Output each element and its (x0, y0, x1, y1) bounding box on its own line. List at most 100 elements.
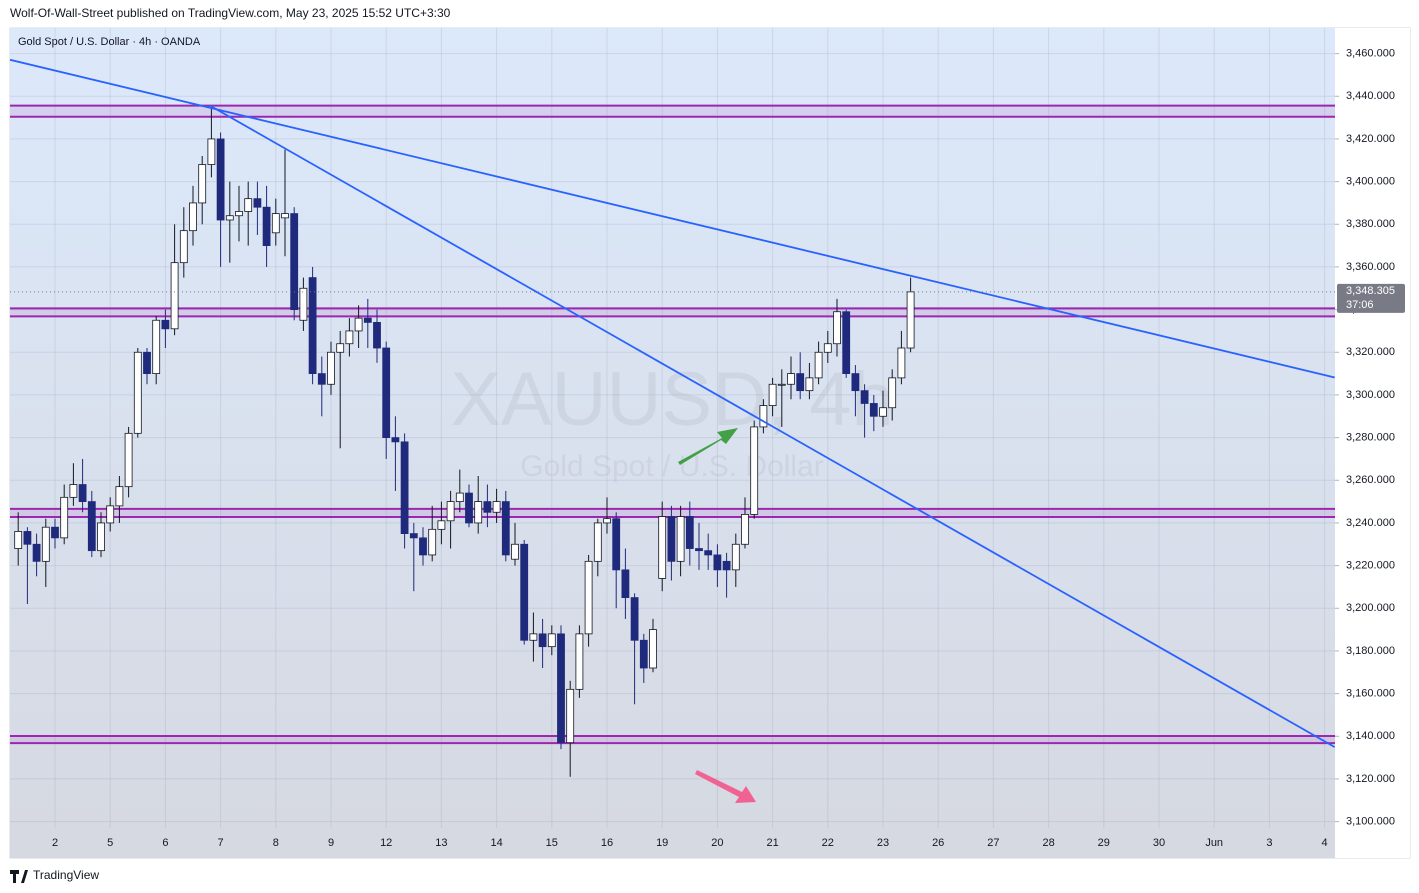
candle-body (851, 373, 860, 392)
candle-body (143, 351, 151, 374)
candle-body (704, 550, 713, 556)
candle-body (814, 351, 823, 379)
candle-body (593, 522, 602, 562)
last-price-label: 3,348.305 (1346, 285, 1395, 297)
y-tick-label: 3,280.000 (1346, 432, 1395, 444)
candle-body (198, 164, 207, 204)
x-tick-label: 9 (328, 837, 334, 849)
pink-arrow (695, 770, 756, 803)
x-tick-label: 7 (218, 837, 224, 849)
candle-body (106, 505, 115, 524)
candle-body (557, 633, 565, 744)
candle-body (575, 633, 584, 690)
y-tick-label: 3,420.000 (1346, 133, 1395, 145)
candle-body (281, 213, 289, 219)
candle-body (520, 543, 529, 641)
candle-body (60, 496, 69, 539)
x-axis-background (10, 828, 1335, 858)
candle-body (649, 629, 657, 669)
x-tick-label: Jun (1205, 837, 1223, 849)
candle-body (511, 543, 519, 560)
y-axis-background (1335, 28, 1410, 858)
candle-body (271, 213, 280, 234)
x-tick-label: 22 (822, 837, 834, 849)
y-tick-label: 3,400.000 (1346, 176, 1395, 188)
candle-body (888, 377, 897, 409)
y-tick-label: 3,320.000 (1346, 346, 1395, 358)
candle-body (161, 319, 170, 330)
y-tick-label: 3,140.000 (1346, 730, 1395, 742)
candle-body (41, 526, 50, 562)
candle-body (124, 432, 133, 488)
candle-body (336, 343, 345, 353)
candle-body (787, 373, 795, 385)
candle-body (750, 426, 759, 515)
x-tick-label: 8 (273, 837, 279, 849)
y-tick-label: 3,180.000 (1346, 645, 1395, 657)
x-tick-label: 2 (52, 837, 58, 849)
y-tick-label: 3,460.000 (1346, 48, 1395, 60)
candle-body (373, 321, 381, 349)
x-tick-label: 14 (490, 837, 502, 849)
x-tick-label: 30 (1153, 837, 1165, 849)
candle-body (658, 516, 667, 579)
candle-body (419, 537, 427, 556)
candle-body (317, 373, 326, 385)
candle-body (244, 198, 253, 212)
x-tick-label: 29 (1098, 837, 1110, 849)
candle-body (308, 277, 317, 375)
candle-body (584, 560, 593, 635)
footer-text: TradingView (33, 868, 99, 882)
x-tick-label: 15 (546, 837, 558, 849)
candle-body (189, 202, 197, 232)
candle-body (741, 514, 749, 545)
candle-body (216, 138, 225, 221)
y-tick-label: 3,260.000 (1346, 474, 1395, 486)
candle-body (501, 501, 510, 556)
candle-body (32, 543, 41, 562)
candle-body (685, 516, 694, 549)
candle-body (538, 633, 547, 648)
candle-body (235, 211, 243, 217)
x-tick-label: 16 (601, 837, 613, 849)
candle-body (382, 347, 391, 438)
candle-body (713, 554, 722, 571)
candle-body (437, 520, 446, 530)
candle-body (474, 501, 483, 524)
candle-body (409, 533, 418, 539)
candle-body (566, 688, 575, 744)
candle-body (492, 501, 501, 513)
candle-body (639, 639, 648, 669)
zone-fill (10, 736, 1335, 744)
trendline (10, 58, 1335, 379)
x-tick-label: 21 (766, 837, 778, 849)
candle-body (133, 351, 142, 434)
y-tick-label: 3,440.000 (1346, 90, 1395, 102)
candle-body (796, 373, 805, 392)
candle-body (722, 560, 731, 571)
candle-body (612, 518, 621, 571)
y-tick-label: 3,100.000 (1346, 816, 1395, 828)
candle-body (97, 522, 105, 552)
y-tick-label: 3,380.000 (1346, 218, 1395, 230)
candle-body (777, 383, 786, 386)
zone-fill (10, 308, 1335, 317)
candle-body (869, 403, 878, 417)
candle-body (842, 311, 851, 375)
candle-body (731, 543, 740, 571)
candle-body (354, 317, 363, 332)
x-tick-label: 4 (1322, 837, 1328, 849)
x-tick-label: 19 (656, 837, 668, 849)
candle-body (179, 230, 188, 264)
candle-body (630, 597, 639, 641)
y-tick-label: 3,300.000 (1346, 389, 1395, 401)
countdown-label: 37:06 (1346, 299, 1374, 311)
candle-body (253, 198, 262, 208)
publish-header: Wolf-Of-Wall-Street published on Trading… (10, 6, 451, 20)
candle-body (860, 390, 869, 404)
y-tick-label: 3,160.000 (1346, 688, 1395, 700)
candle-body (23, 531, 32, 545)
y-tick-label: 3,200.000 (1346, 602, 1395, 614)
